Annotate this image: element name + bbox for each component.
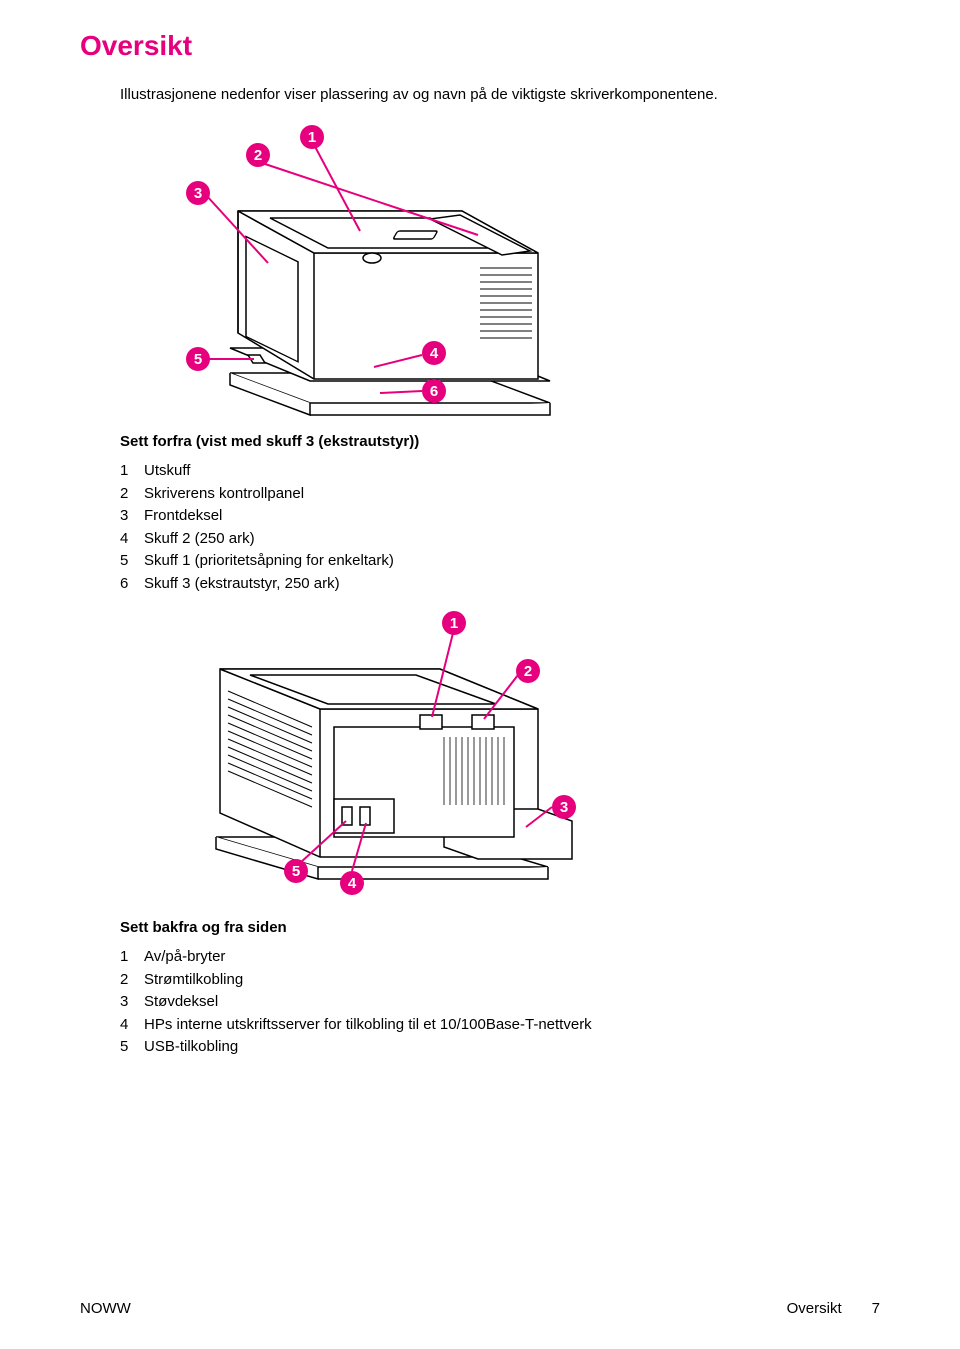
legend-number: 4 (120, 528, 144, 551)
legend-label: USB-tilkobling (144, 1036, 238, 1059)
legend-label: Strømtilkobling (144, 969, 243, 992)
legend-number: 4 (120, 1014, 144, 1037)
page-footer: NOWW Oversikt 7 (80, 1300, 880, 1317)
callout-5: 5 (284, 859, 308, 883)
legend-label: HPs interne utskriftsserver for tilkobli… (144, 1014, 592, 1037)
legend-row: 6Skuff 3 (ekstrautstyr, 250 ark) (120, 573, 880, 596)
legend-number: 5 (120, 1036, 144, 1059)
callout-6: 6 (422, 379, 446, 403)
intro-text: Illustrasjonene nedenfor viser plasserin… (120, 86, 880, 103)
legend-label: Skuff 1 (prioritetsåpning for enkeltark) (144, 550, 394, 573)
legend-row: 5USB-tilkobling (120, 1036, 880, 1059)
legend-number: 5 (120, 550, 144, 573)
printer-back-illustration (120, 609, 640, 909)
callout-4: 4 (340, 871, 364, 895)
legend-label: Av/på-bryter (144, 946, 225, 969)
legend-number: 2 (120, 969, 144, 992)
callout-3: 3 (186, 181, 210, 205)
legend-number: 1 (120, 946, 144, 969)
printer-front-illustration (120, 123, 640, 423)
legend-label: Skuff 3 (ekstrautstyr, 250 ark) (144, 573, 340, 596)
callout-4: 4 (422, 341, 446, 365)
legend-row: 3Støvdeksel (120, 991, 880, 1014)
legend-row: 5Skuff 1 (prioritetsåpning for enkeltark… (120, 550, 880, 573)
legend-label: Skriverens kontrollpanel (144, 483, 304, 506)
page-title: Oversikt (80, 30, 880, 62)
callout-5: 5 (186, 347, 210, 371)
callout-3: 3 (552, 795, 576, 819)
callout-1: 1 (442, 611, 466, 635)
legend-row: 2Skriverens kontrollpanel (120, 483, 880, 506)
footer-section: Oversikt (787, 1300, 842, 1317)
legend-label: Skuff 2 (250 ark) (144, 528, 255, 551)
legend-row: 2Strømtilkobling (120, 969, 880, 992)
back-view-diagram: 1 2 3 4 5 (120, 609, 880, 909)
callout-2: 2 (516, 659, 540, 683)
legend-label: Støvdeksel (144, 991, 218, 1014)
legend-number: 1 (120, 460, 144, 483)
front-view-legend: 1Utskuff2Skriverens kontrollpanel3Frontd… (120, 460, 880, 595)
callout-1: 1 (300, 125, 324, 149)
legend-label: Utskuff (144, 460, 190, 483)
legend-row: 4HPs interne utskriftsserver for tilkobl… (120, 1014, 880, 1037)
footer-page-number: 7 (872, 1300, 880, 1317)
legend-label: Frontdeksel (144, 505, 222, 528)
front-view-caption: Sett forfra (vist med skuff 3 (ekstrauts… (120, 433, 880, 450)
legend-row: 1Utskuff (120, 460, 880, 483)
legend-number: 3 (120, 991, 144, 1014)
legend-number: 2 (120, 483, 144, 506)
legend-number: 3 (120, 505, 144, 528)
callout-2: 2 (246, 143, 270, 167)
front-view-diagram: 1 2 3 4 5 6 (120, 123, 880, 423)
legend-row: 3Frontdeksel (120, 505, 880, 528)
legend-row: 1Av/på-bryter (120, 946, 880, 969)
legend-number: 6 (120, 573, 144, 596)
back-view-legend: 1Av/på-bryter2Strømtilkobling3Støvdeksel… (120, 946, 880, 1059)
back-view-caption: Sett bakfra og fra siden (120, 919, 880, 936)
legend-row: 4Skuff 2 (250 ark) (120, 528, 880, 551)
footer-left: NOWW (80, 1300, 131, 1317)
